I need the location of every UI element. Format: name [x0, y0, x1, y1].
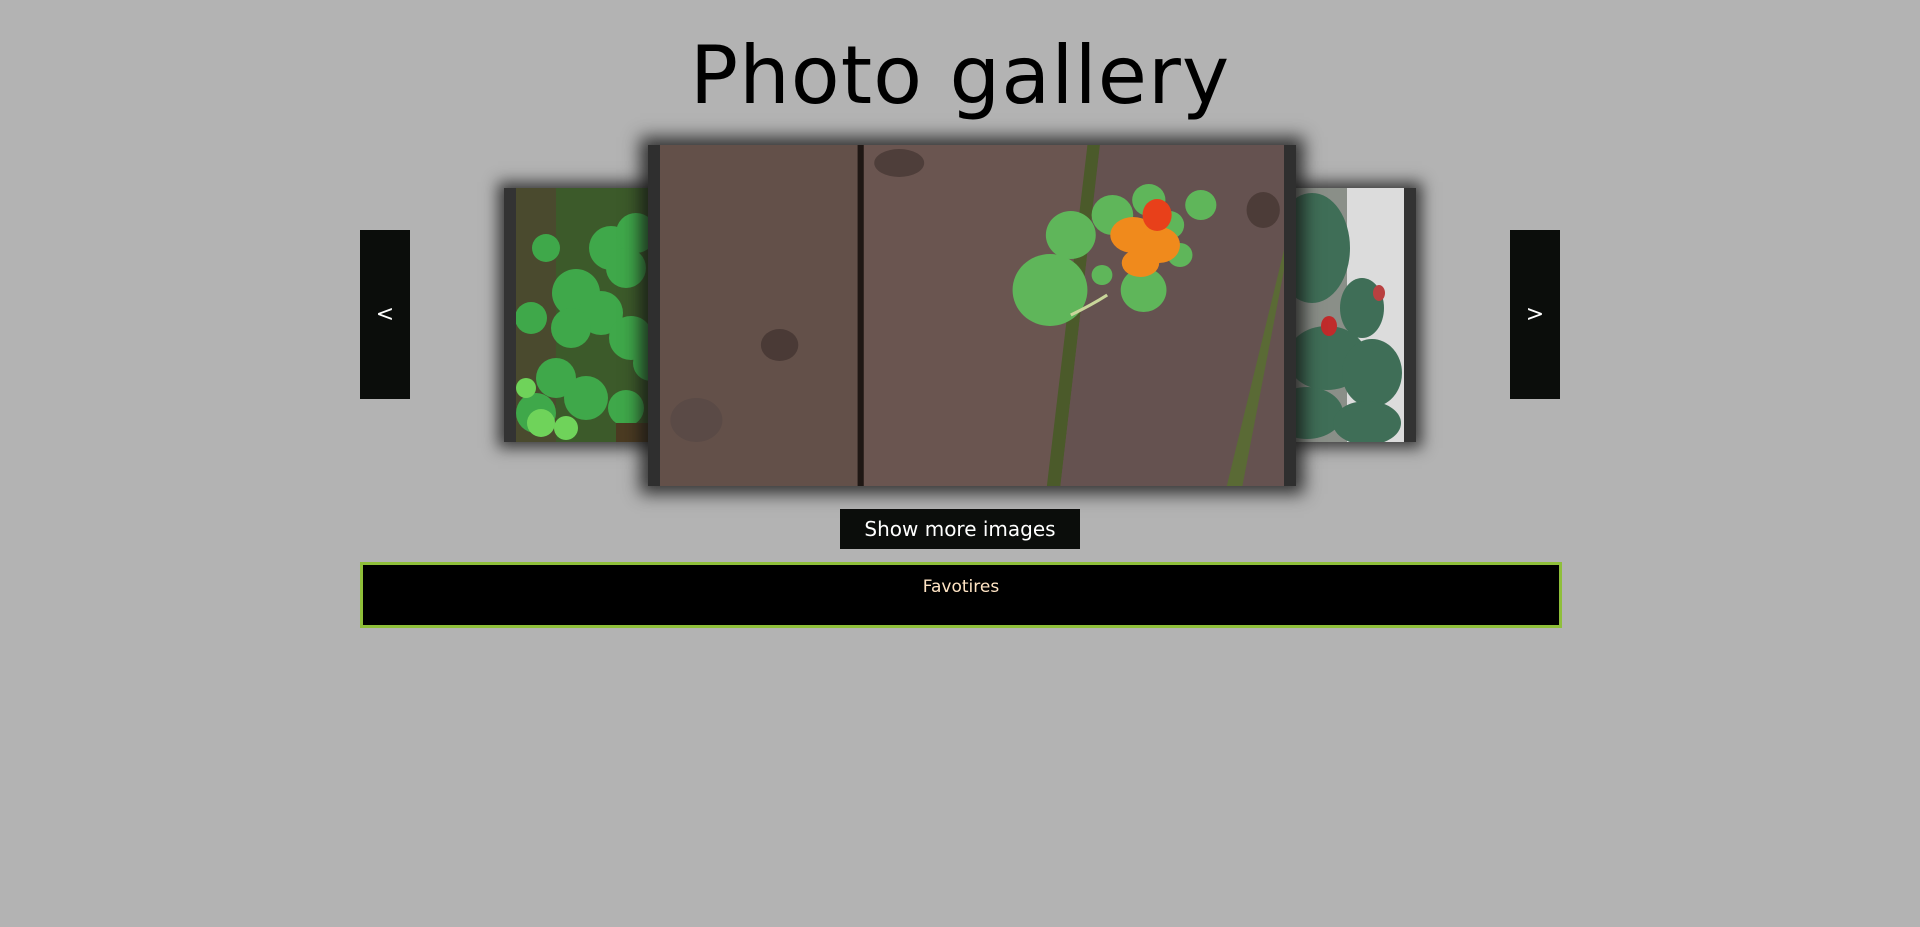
- next-button[interactable]: >: [1510, 230, 1560, 399]
- carousel-photo-current[interactable]: [648, 145, 1296, 486]
- favorites-label: Favotires: [922, 577, 1000, 597]
- page-title: Photo gallery: [689, 29, 1231, 122]
- prev-button[interactable]: <: [360, 230, 410, 399]
- nasturtium-fence-image: [660, 145, 1284, 486]
- clover-image: [516, 188, 661, 442]
- show-more-images-button[interactable]: Show more images: [840, 509, 1080, 549]
- favorites-panel[interactable]: Favotires: [360, 562, 1562, 628]
- carousel-photo-previous[interactable]: [504, 188, 661, 442]
